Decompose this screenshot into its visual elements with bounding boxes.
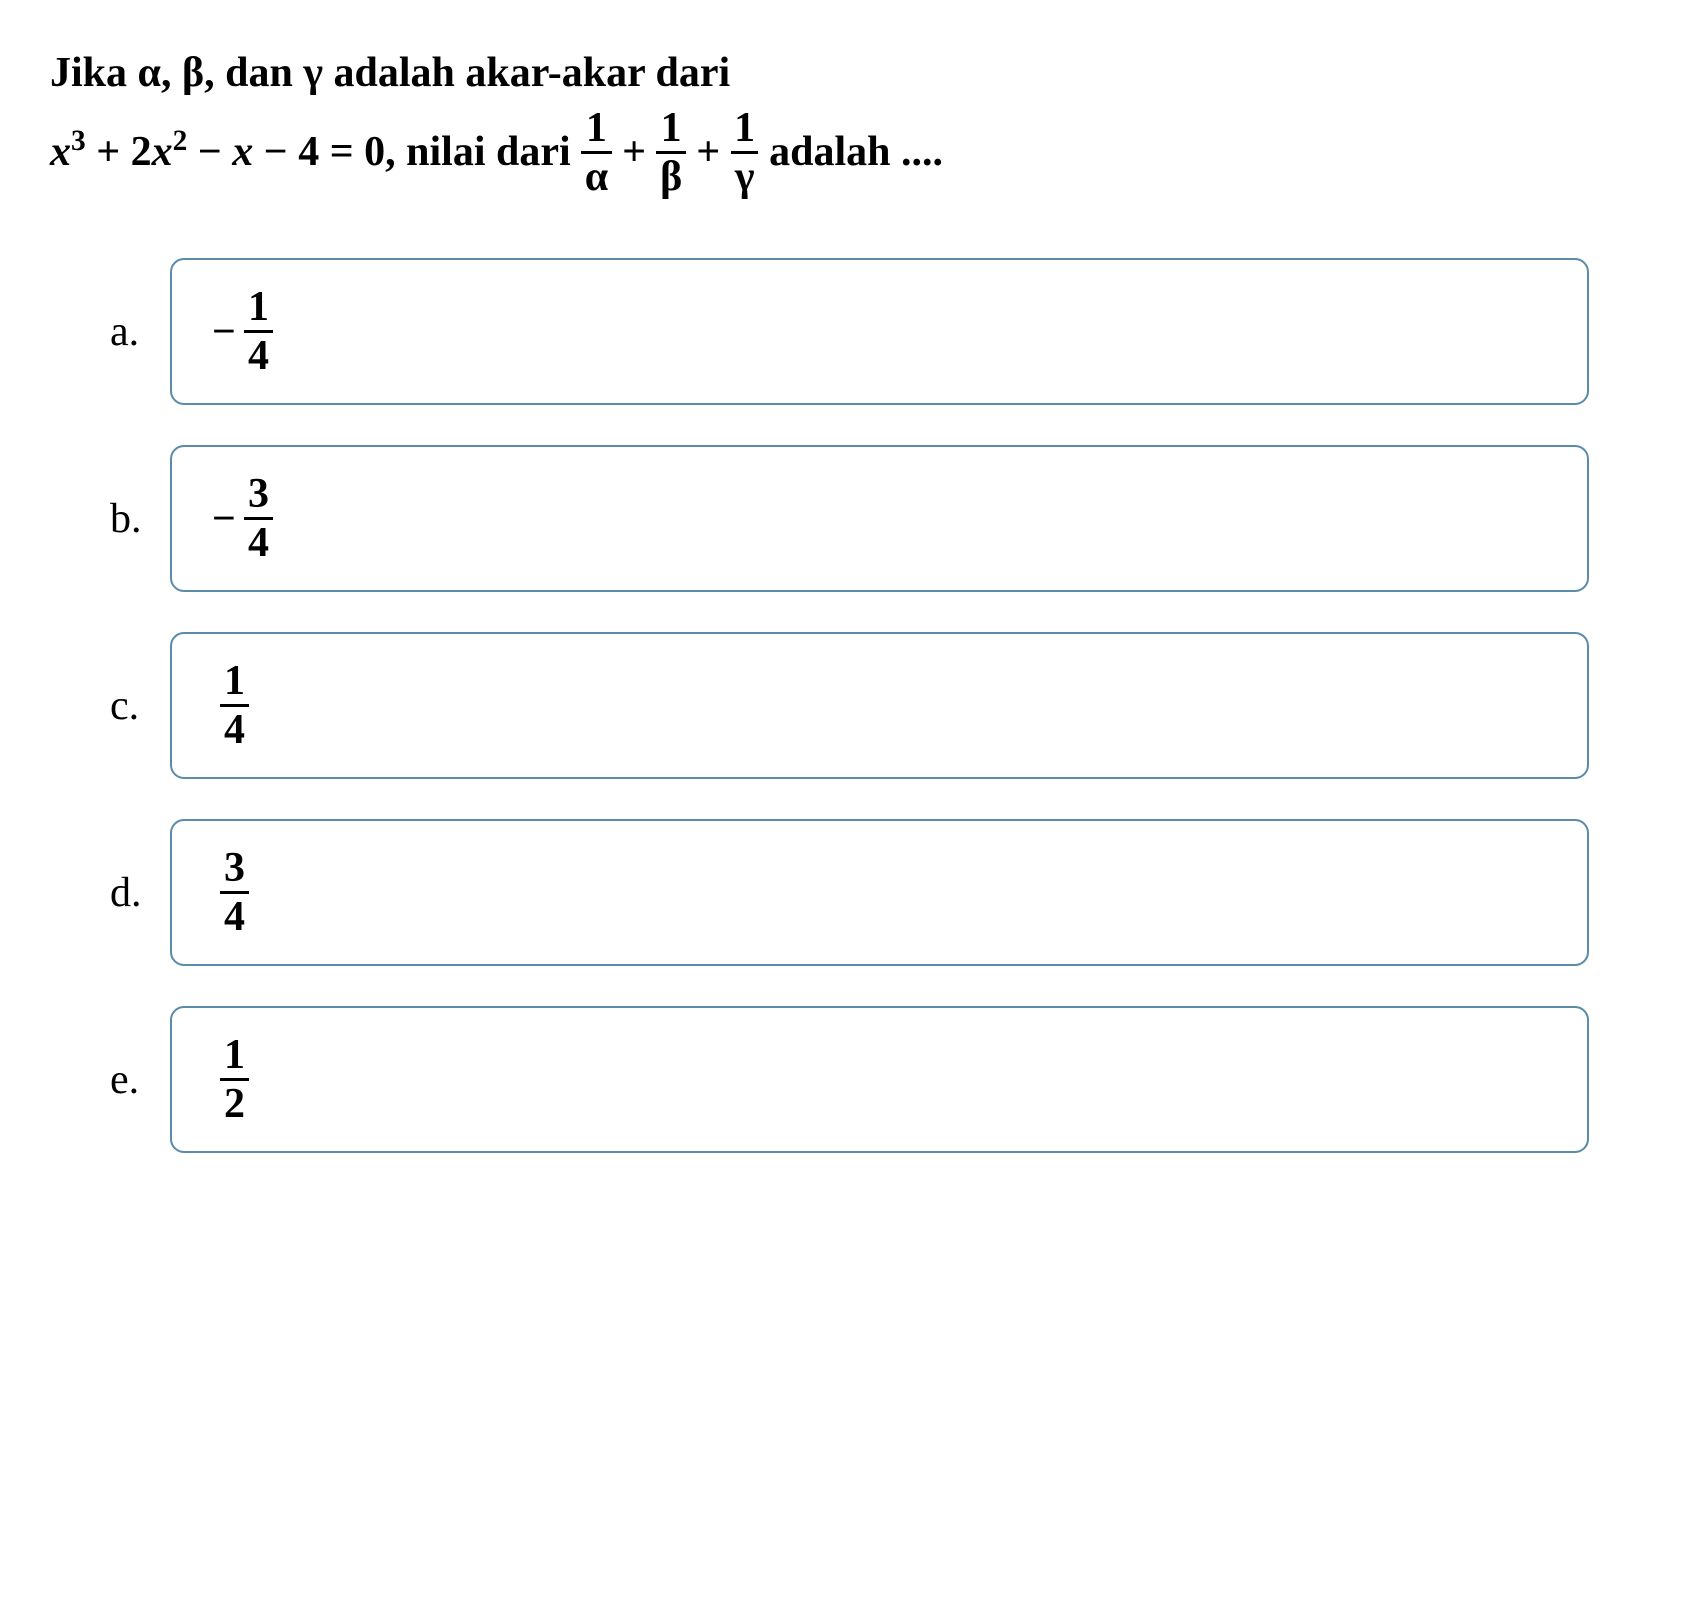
option-d-row: d. 3 4 (110, 819, 1589, 966)
option-b-row: b. − 3 4 (110, 445, 1589, 592)
option-a-row: a. − 1 4 (110, 258, 1589, 405)
option-c-content: 1 4 (212, 660, 255, 751)
option-c-label: c. (110, 682, 170, 730)
q-frac-gamma: 1 γ (730, 107, 759, 198)
option-e-row: e. 1 2 (110, 1006, 1589, 1153)
option-a-box[interactable]: − 1 4 (170, 258, 1589, 405)
option-c-box[interactable]: 1 4 (170, 632, 1589, 779)
option-e-label: e. (110, 1056, 170, 1104)
question-text: Jika α, β, dan γ adalah akar-akar dari x… (50, 40, 1649, 198)
option-b-content: − 3 4 (212, 473, 279, 564)
option-d-box[interactable]: 3 4 (170, 819, 1589, 966)
option-c-row: c. 1 4 (110, 632, 1589, 779)
q-prefix: Jika α, β, dan γ adalah akar-akar dari (50, 40, 730, 107)
question-line-2: x3 + 2x2 − x − 4 = 0, nilai dari 1 α + 1… (50, 107, 1649, 198)
options-list: a. − 1 4 b. − 3 4 c. (110, 258, 1589, 1153)
option-a-frac: 1 4 (244, 286, 273, 377)
option-b-box[interactable]: − 3 4 (170, 445, 1589, 592)
option-b-frac: 3 4 (244, 473, 273, 564)
q-frac-beta: 1 β (656, 107, 686, 198)
option-b-label: b. (110, 495, 170, 543)
option-e-content: 1 2 (212, 1034, 255, 1125)
q-poly: x3 + 2x2 − x − 4 = 0, nilai dari (50, 119, 571, 186)
q-suffix: adalah .... (769, 119, 943, 186)
q-frac-alpha: 1 α (581, 107, 612, 198)
question-line-1: Jika α, β, dan γ adalah akar-akar dari (50, 40, 1649, 107)
option-e-box[interactable]: 1 2 (170, 1006, 1589, 1153)
option-d-content: 3 4 (212, 847, 255, 938)
option-c-frac: 1 4 (220, 660, 249, 751)
option-a-content: − 1 4 (212, 286, 279, 377)
option-d-frac: 3 4 (220, 847, 249, 938)
option-d-label: d. (110, 869, 170, 917)
option-e-frac: 1 2 (220, 1034, 249, 1125)
option-a-label: a. (110, 308, 170, 356)
